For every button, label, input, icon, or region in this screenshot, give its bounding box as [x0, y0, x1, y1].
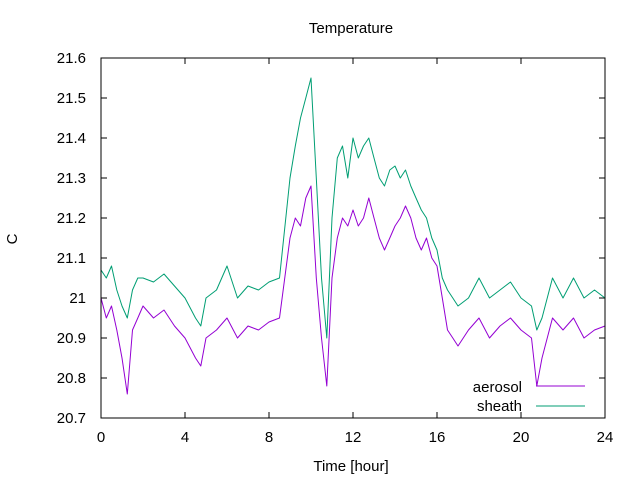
legend-label-aerosol: aerosol — [473, 379, 522, 396]
y-axis-label: C — [4, 233, 21, 244]
x-tick-label-3: 12 — [345, 429, 362, 446]
series-lines — [100, 77, 606, 395]
y-tick-label-6: 21.3 — [57, 170, 86, 187]
y-tick-label-0: 20.7 — [57, 410, 86, 427]
legend-label-sheath: sheath — [477, 398, 522, 415]
series-line-sheath — [100, 77, 606, 339]
y-tick-label-4: 21.1 — [57, 250, 86, 267]
x-tick-label-0: 0 — [97, 429, 105, 446]
chart-title: Temperature — [309, 20, 393, 37]
x-axis-label: Time [hour] — [313, 458, 388, 475]
plot-frame — [100, 57, 606, 419]
series-line-aerosol — [100, 185, 606, 395]
x-tick-label-1: 4 — [181, 429, 189, 446]
y-tick-label-9: 21.6 — [57, 50, 86, 67]
x-tick-label-4: 16 — [429, 429, 446, 446]
x-tick-label-6: 24 — [597, 429, 614, 446]
x-tick-label-5: 20 — [513, 429, 530, 446]
y-tick-label-8: 21.5 — [57, 90, 86, 107]
y-tick-label-7: 21.4 — [57, 130, 86, 147]
x-tick-label-2: 8 — [265, 429, 273, 446]
y-tick-label-2: 20.9 — [57, 330, 86, 347]
y-tick-label-3: 21 — [69, 290, 86, 307]
legend: aerosol sheath — [473, 379, 585, 415]
y-tick-label-5: 21.2 — [57, 210, 86, 227]
y-tick-label-1: 20.8 — [57, 370, 86, 387]
